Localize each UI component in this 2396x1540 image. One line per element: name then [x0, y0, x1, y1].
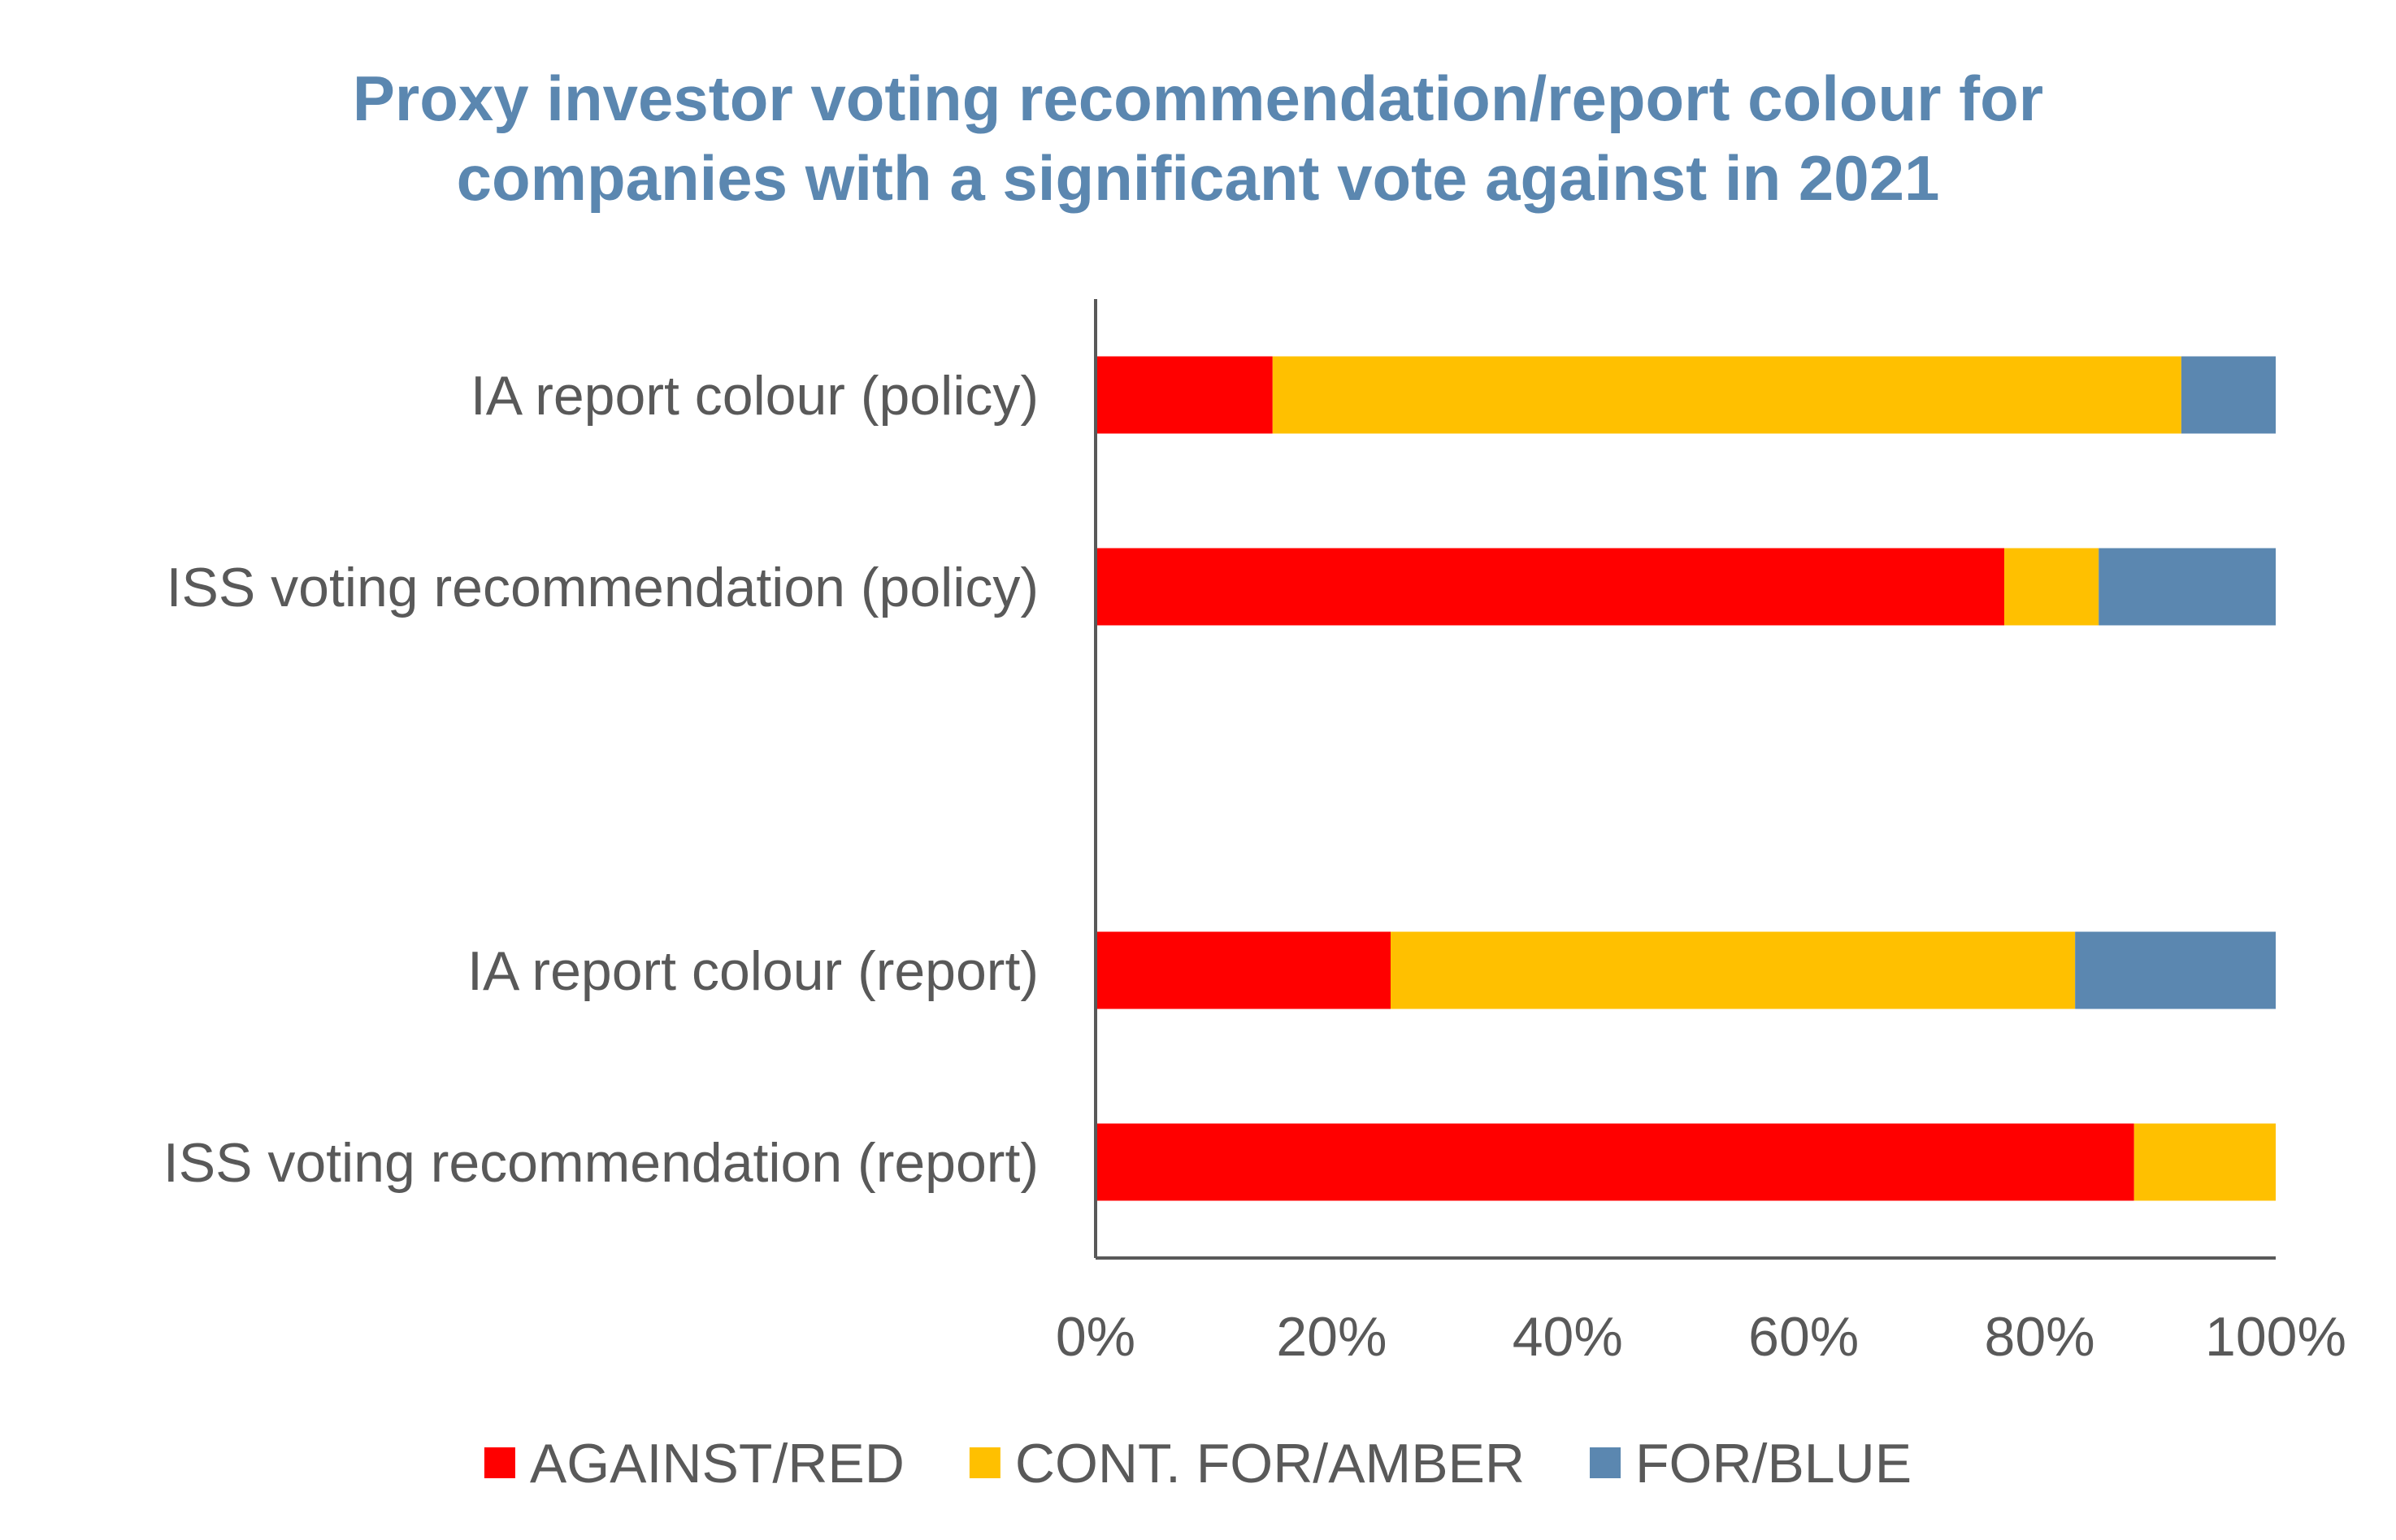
x-tick-label-2: 40%	[1513, 1306, 1623, 1368]
x-tick-label-0: 0%	[1056, 1306, 1135, 1368]
bars-layer	[1096, 356, 2276, 1201]
legend-swatch	[1590, 1447, 1621, 1478]
legend-label: AGAINST/RED	[530, 1433, 905, 1494]
legend-label: FOR/BLUE	[1635, 1433, 1912, 1494]
bar-1-1	[2004, 548, 2099, 626]
labels-layer: IA report colour (policy) ISS voting reco…	[163, 365, 2346, 1368]
bar-0-4	[1096, 1123, 2134, 1201]
category-label-1: ISS voting recommendation (policy)	[167, 557, 1039, 618]
chart-title-line-1: Proxy investor voting recommendation/rep…	[352, 63, 2044, 134]
bar-1-3	[1391, 931, 2076, 1009]
bar-0-0	[1096, 356, 1273, 434]
legend-label: CONT. FOR/AMBER	[1015, 1433, 1525, 1494]
category-label-3: IA report colour (report)	[467, 940, 1039, 1002]
bar-2-3	[2075, 931, 2276, 1009]
bar-2-0	[2181, 356, 2276, 434]
x-tick-label-1: 20%	[1276, 1306, 1387, 1368]
legend-item: AGAINST/RED	[484, 1433, 905, 1494]
legend-layer: AGAINST/RED CONT. FOR/AMBER FOR/BLUE	[484, 1433, 1912, 1494]
bar-0-1	[1096, 548, 2005, 626]
bar-0-3	[1096, 931, 1391, 1009]
axis-layer	[1094, 299, 2276, 1260]
legend-item: CONT. FOR/AMBER	[969, 1433, 1525, 1494]
x-tick-label-4: 80%	[1985, 1306, 2095, 1368]
bar-1-0	[1272, 356, 2181, 434]
legend-swatch	[969, 1447, 1001, 1478]
x-tick-label-5: 100%	[2205, 1306, 2346, 1368]
chart-title-line-2: companies with a significant vote agains…	[456, 142, 1940, 214]
x-tick-label-3: 60%	[1748, 1306, 1859, 1368]
category-label-4: ISS voting recommendation (report)	[163, 1132, 1039, 1194]
chart-title: Proxy investor voting recommendation/rep…	[0, 59, 2396, 218]
legend-item: FOR/BLUE	[1590, 1433, 1912, 1494]
bar-2-1	[2099, 548, 2276, 626]
category-label-0: IA report colour (policy)	[471, 365, 1039, 427]
bar-1-4	[2133, 1123, 2276, 1201]
legend-swatch	[484, 1447, 515, 1478]
